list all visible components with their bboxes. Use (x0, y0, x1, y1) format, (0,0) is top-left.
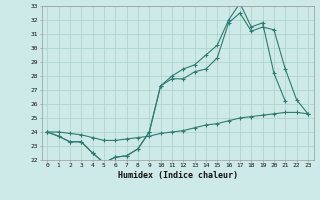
X-axis label: Humidex (Indice chaleur): Humidex (Indice chaleur) (118, 171, 237, 180)
